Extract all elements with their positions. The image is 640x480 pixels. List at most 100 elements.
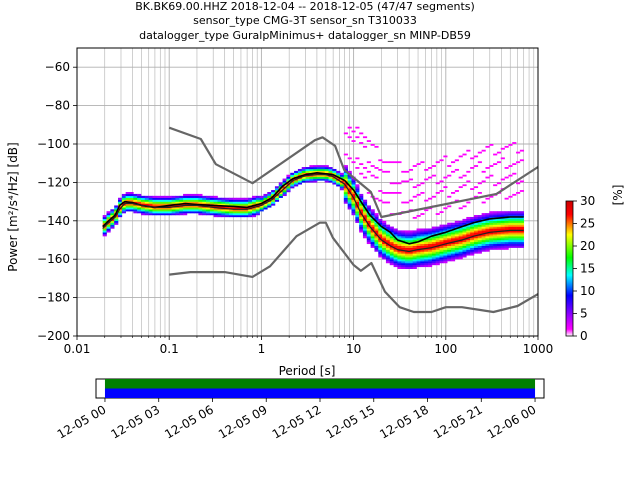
heatmap-cell [263,193,268,197]
heatmap-cell [385,224,391,227]
heatmap-cell [317,172,322,175]
heatmap-outlier-cell [447,165,452,167]
heatmap-cell [435,247,440,250]
heatmap-outlier-cell [412,195,417,198]
heatmap-cell [508,226,513,229]
heatmap-cell [213,201,218,204]
heatmap-cell [102,230,107,233]
heatmap-cell [137,197,142,200]
heatmap-cell [221,201,226,204]
heatmap-outlier-cell [416,184,421,187]
heatmap-cell [160,211,165,214]
heatmap-outlier-cell [431,174,436,177]
heatmap-cell [493,228,498,231]
heatmap-cell [355,184,360,187]
heatmap-cell [516,224,521,227]
heatmap-cell [496,215,502,218]
heatmap-cell [424,255,429,258]
heatmap-cell [190,205,195,208]
heatmap-cell [137,193,142,197]
heatmap-cell [504,215,509,218]
heatmap-cell [362,220,368,223]
heatmap-cell [244,203,249,206]
heatmap-cell [389,253,394,256]
heatmap-cell [512,228,517,231]
heatmap-cell [443,224,448,227]
heatmap-cell [121,211,126,214]
heatmap-outlier-cell [512,193,517,196]
heatmap-cell [416,259,421,262]
heatmap-cell [493,236,498,239]
heatmap-cell [125,199,130,202]
heatmap-cell [401,255,406,258]
heatmap-cell [397,245,402,248]
heatmap-cell [248,213,253,216]
heatmap-cell [294,184,299,187]
heatmap-outlier-cell [385,161,391,164]
heatmap-cell [290,172,295,175]
heatmap-cell [496,226,502,229]
heatmap-cell [140,211,146,214]
heatmap-cell [389,238,394,241]
heatmap-cell [431,257,436,260]
heatmap-outlier-cell [408,178,414,181]
heatmap-cell [431,226,436,229]
heatmap-cell [462,234,467,237]
heatmap-cell [313,167,318,170]
heatmap-outlier-cell [454,168,459,171]
heatmap-cell [355,209,360,212]
heatmap-cell [351,207,356,210]
heatmap-cell [512,230,517,233]
heatmap-cell [355,207,360,210]
heatmap-cell [320,170,325,173]
heatmap-cell [405,266,410,269]
heatmap-cell [397,243,402,246]
heatmap-cell [370,215,375,218]
heatmap-cell [385,247,391,250]
heatmap-cell [232,213,237,216]
heatmap-cell [309,170,314,173]
heatmap-cell [125,193,130,197]
heatmap-cell [362,226,368,229]
heatmap-cell [301,180,306,183]
heatmap-cell [454,257,459,260]
heatmap-cell [470,245,475,248]
heatmap-outlier-cell [481,201,486,204]
heatmap-cell [466,220,471,223]
heatmap-cell [378,232,383,235]
heatmap-cell [213,215,218,218]
heatmap-cell [374,243,379,246]
heatmap-cell [362,228,368,231]
heatmap-cell [121,209,126,212]
heatmap-outlier-cell [504,197,509,200]
heatmap-cell [405,251,410,254]
heatmap-cell [496,232,502,235]
heatmap-cell [473,247,479,250]
heatmap-cell [424,251,429,254]
heatmap-cell [160,207,165,210]
heatmap-cell [133,201,138,204]
heatmap-cell [232,215,237,218]
heatmap-cell [290,184,295,187]
heatmap-cell [221,211,226,214]
timeline-tick-label: 12-05 15 [324,402,378,441]
heatmap-cell [355,218,360,221]
heatmap-cell [374,236,379,239]
heatmap-outlier-cell [397,182,402,185]
heatmap-cell [362,230,368,233]
heatmap-cell [435,251,440,254]
heatmap-cell [355,197,360,200]
heatmap-cell [324,174,329,177]
heatmap-cell [313,165,318,168]
heatmap-outlier-cell [359,132,364,135]
heatmap-cell [347,197,352,200]
heatmap-cell [359,218,364,221]
heatmap-cell [328,176,333,179]
heatmap-cell [420,234,425,237]
heatmap-cell [137,205,142,208]
heatmap-cell [408,266,414,269]
heatmap-cell [355,192,360,195]
y-tick-label: −160 [37,252,70,266]
heatmap-cell [493,234,498,237]
heatmap-cell [175,209,180,212]
